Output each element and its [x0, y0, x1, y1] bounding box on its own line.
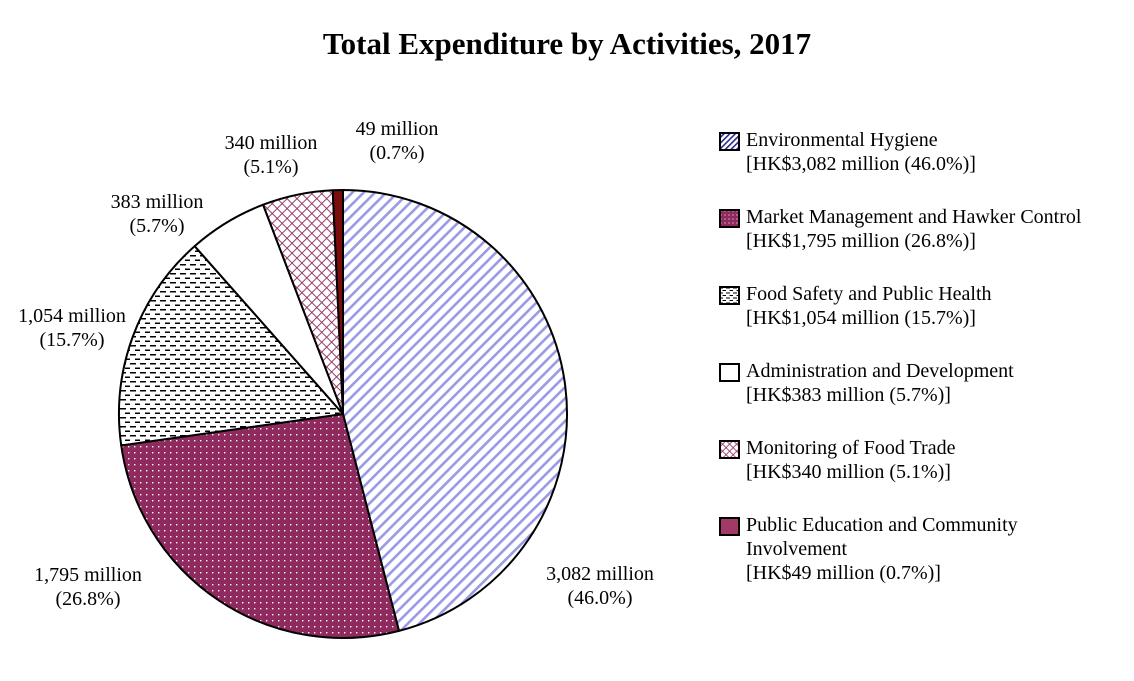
legend-item-administration-and-development: Administration and Development [HK$383 mi… [719, 359, 1129, 407]
data-label-value: 1,795 million [34, 564, 142, 586]
legend-item-market-management-and-hawker-control: Market Management and Hawker Control [HK$… [719, 205, 1129, 253]
legend: Environmental Hygiene [HK$3,082 million (… [719, 128, 1129, 614]
legend-swatch-market-management-and-hawker-control [719, 209, 740, 228]
legend-label: Environmental Hygiene [746, 129, 938, 151]
legend-detail: [HK$383 million (5.7%)] [746, 384, 951, 406]
data-label-percent: (46.0%) [567, 587, 633, 609]
pie-slice-environmental-hygiene [342, 189, 568, 632]
data-label-value: 49 million [355, 118, 439, 140]
data-label-value: 340 million [224, 132, 318, 154]
legend-item-environmental-hygiene: Environmental Hygiene [HK$3,082 million (… [719, 128, 1129, 176]
legend-swatch-environmental-hygiene [719, 132, 740, 151]
legend-detail: [HK$3,082 million (46.0%)] [746, 153, 976, 175]
data-label-value: 383 million [110, 191, 204, 213]
pie-slice-market-management-and-hawker-control [120, 413, 400, 639]
legend-swatch-rect [719, 286, 740, 305]
data-label-environmental-hygiene: 3,082 million (46.0%) [546, 562, 654, 610]
data-label-administration-and-development: 383 million (5.7%) [111, 190, 204, 238]
legend-detail: [HK$1,054 million (15.7%)] [746, 307, 976, 329]
legend-swatch-rect [719, 517, 740, 536]
legend-item-food-safety-and-public-health: Food Safety and Public Health [HK$1,054 m… [719, 282, 1129, 330]
legend-detail: [HK$340 million (5.1%)] [746, 461, 951, 483]
legend-label: Monitoring of Food Trade [746, 437, 956, 459]
legend-label: Involvement [746, 538, 848, 560]
data-label-food-safety-and-public-health: 1,054 million (15.7%) [18, 304, 126, 352]
data-label-percent: (0.7%) [369, 142, 425, 164]
legend-item-public-education-and-community-involvement: Public Education and Community Involvemen… [719, 513, 1129, 585]
chart-title: Total Expenditure by Activities, 2017 [322, 26, 812, 61]
legend-swatch-monitoring-of-food-trade [719, 440, 740, 459]
legend-label: Administration and Development [746, 360, 1014, 382]
data-label-market-management-and-hawker-control: 1,795 million (26.8%) [34, 563, 142, 611]
data-label-value: 3,082 million [546, 563, 654, 585]
data-label-percent: (5.7%) [129, 215, 185, 237]
data-label-percent: (15.7%) [39, 329, 105, 351]
legend-item-monitoring-of-food-trade: Monitoring of Food Trade [HK$340 million … [719, 436, 1129, 484]
legend-swatch-rect [719, 363, 740, 382]
legend-swatch-public-education-and-community-involvement [719, 517, 740, 536]
data-label-monitoring-of-food-trade: 340 million (5.1%) [225, 131, 318, 179]
legend-swatch-food-safety-and-public-health [719, 286, 740, 305]
legend-swatch-rect [719, 209, 740, 228]
legend-swatch-rect [719, 440, 740, 459]
data-label-percent: (26.8%) [55, 588, 121, 610]
pie-slice-public-education-and-community-involvement [331, 189, 344, 415]
legend-swatch-rect [719, 132, 740, 151]
pie-slice-food-safety-and-public-health [118, 245, 344, 447]
data-label-percent: (5.1%) [243, 156, 299, 178]
data-label-public-education-and-community-involvement: 49 million (0.7%) [356, 117, 439, 165]
legend-label: Market Management and Hawker Control [746, 206, 1082, 228]
legend-label: Public Education and Community [746, 514, 1018, 536]
legend-label: Food Safety and Public Health [746, 283, 992, 305]
data-label-value: 1,054 million [18, 305, 126, 327]
legend-detail: [HK$49 million (0.7%)] [746, 562, 941, 584]
legend-swatch-administration-and-development [719, 363, 740, 382]
legend-detail: [HK$1,795 million (26.8%)] [746, 230, 976, 252]
